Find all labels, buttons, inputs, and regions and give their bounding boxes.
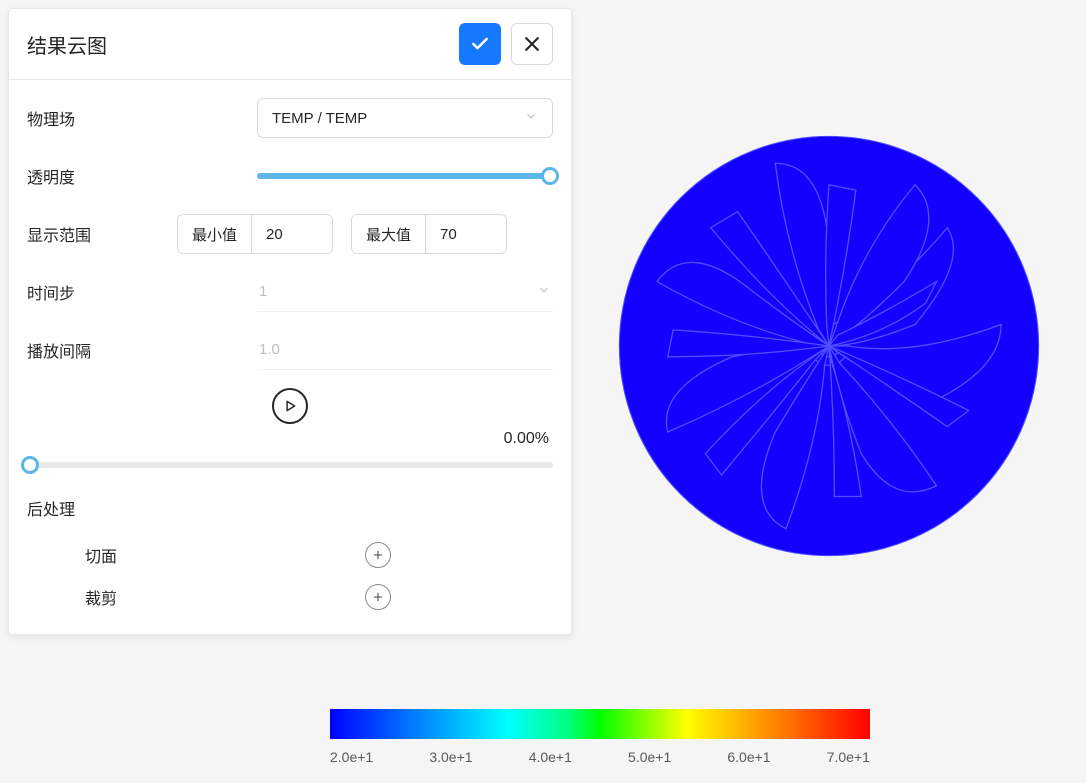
impeller-model [614, 131, 1044, 561]
visualization-viewport[interactable] [580, 8, 1078, 683]
physics-select[interactable]: TEMP / TEMP [257, 98, 553, 138]
opacity-slider-thumb[interactable] [541, 167, 559, 185]
legend-tick: 4.0e+1 [529, 749, 572, 765]
interval-row: 播放间隔 [27, 330, 553, 370]
settings-panel: 结果云图 物理场 TEMP / TEMP [8, 8, 572, 635]
play-button[interactable] [272, 388, 308, 424]
physics-value: TEMP / TEMP [272, 110, 367, 127]
min-input[interactable] [252, 215, 332, 253]
timestep-row: 时间步 1 [27, 272, 553, 312]
opacity-row: 透明度 [27, 156, 553, 196]
timestep-label: 时间步 [27, 280, 257, 304]
plus-icon [371, 590, 385, 604]
clip-row: 裁剪 [27, 584, 553, 610]
play-row [27, 388, 553, 424]
close-button[interactable] [511, 23, 553, 65]
legend-gradient-bar [330, 709, 870, 739]
legend-tick: 6.0e+1 [727, 749, 770, 765]
progress-text: 0.00% [27, 430, 553, 448]
opacity-label: 透明度 [27, 164, 257, 188]
range-label: 显示范围 [27, 222, 177, 246]
legend-ticks: 2.0e+1 3.0e+1 4.0e+1 5.0e+1 6.0e+1 7.0e+… [330, 749, 870, 765]
max-label: 最大值 [352, 215, 426, 253]
add-slice-button[interactable] [365, 542, 391, 568]
panel-body: 物理场 TEMP / TEMP 透明度 显示范围 [9, 80, 571, 634]
range-row: 显示范围 最小值 最大值 [27, 214, 553, 254]
progress-slider-thumb[interactable] [21, 456, 39, 474]
legend-tick: 5.0e+1 [628, 749, 671, 765]
timestep-value: 1 [259, 283, 267, 300]
header-actions [459, 23, 553, 65]
min-input-group: 最小值 [177, 214, 333, 254]
legend-tick: 7.0e+1 [827, 749, 870, 765]
clip-label: 裁剪 [85, 585, 365, 609]
play-icon [283, 399, 297, 413]
panel-title: 结果云图 [27, 30, 107, 59]
legend-tick: 2.0e+1 [330, 749, 373, 765]
interval-label: 播放间隔 [27, 338, 257, 362]
timestep-select[interactable]: 1 [257, 272, 553, 312]
postprocess-section-label: 后处理 [27, 496, 553, 520]
confirm-button[interactable] [459, 23, 501, 65]
interval-input[interactable] [257, 330, 553, 370]
slice-label: 切面 [85, 543, 365, 567]
max-input[interactable] [426, 215, 506, 253]
panel-header: 结果云图 [9, 9, 571, 80]
physics-row: 物理场 TEMP / TEMP [27, 98, 553, 138]
opacity-slider[interactable] [257, 173, 549, 179]
physics-label: 物理场 [27, 106, 257, 130]
close-icon [522, 34, 542, 54]
chevron-down-icon [537, 283, 551, 301]
add-clip-button[interactable] [365, 584, 391, 610]
check-icon [470, 34, 490, 54]
slice-row: 切面 [27, 542, 553, 568]
max-input-group: 最大值 [351, 214, 507, 254]
min-label: 最小值 [178, 215, 252, 253]
color-legend: 2.0e+1 3.0e+1 4.0e+1 5.0e+1 6.0e+1 7.0e+… [330, 709, 870, 765]
plus-icon [371, 548, 385, 562]
progress-slider[interactable] [27, 462, 553, 468]
legend-tick: 3.0e+1 [429, 749, 472, 765]
chevron-down-icon [524, 109, 538, 127]
